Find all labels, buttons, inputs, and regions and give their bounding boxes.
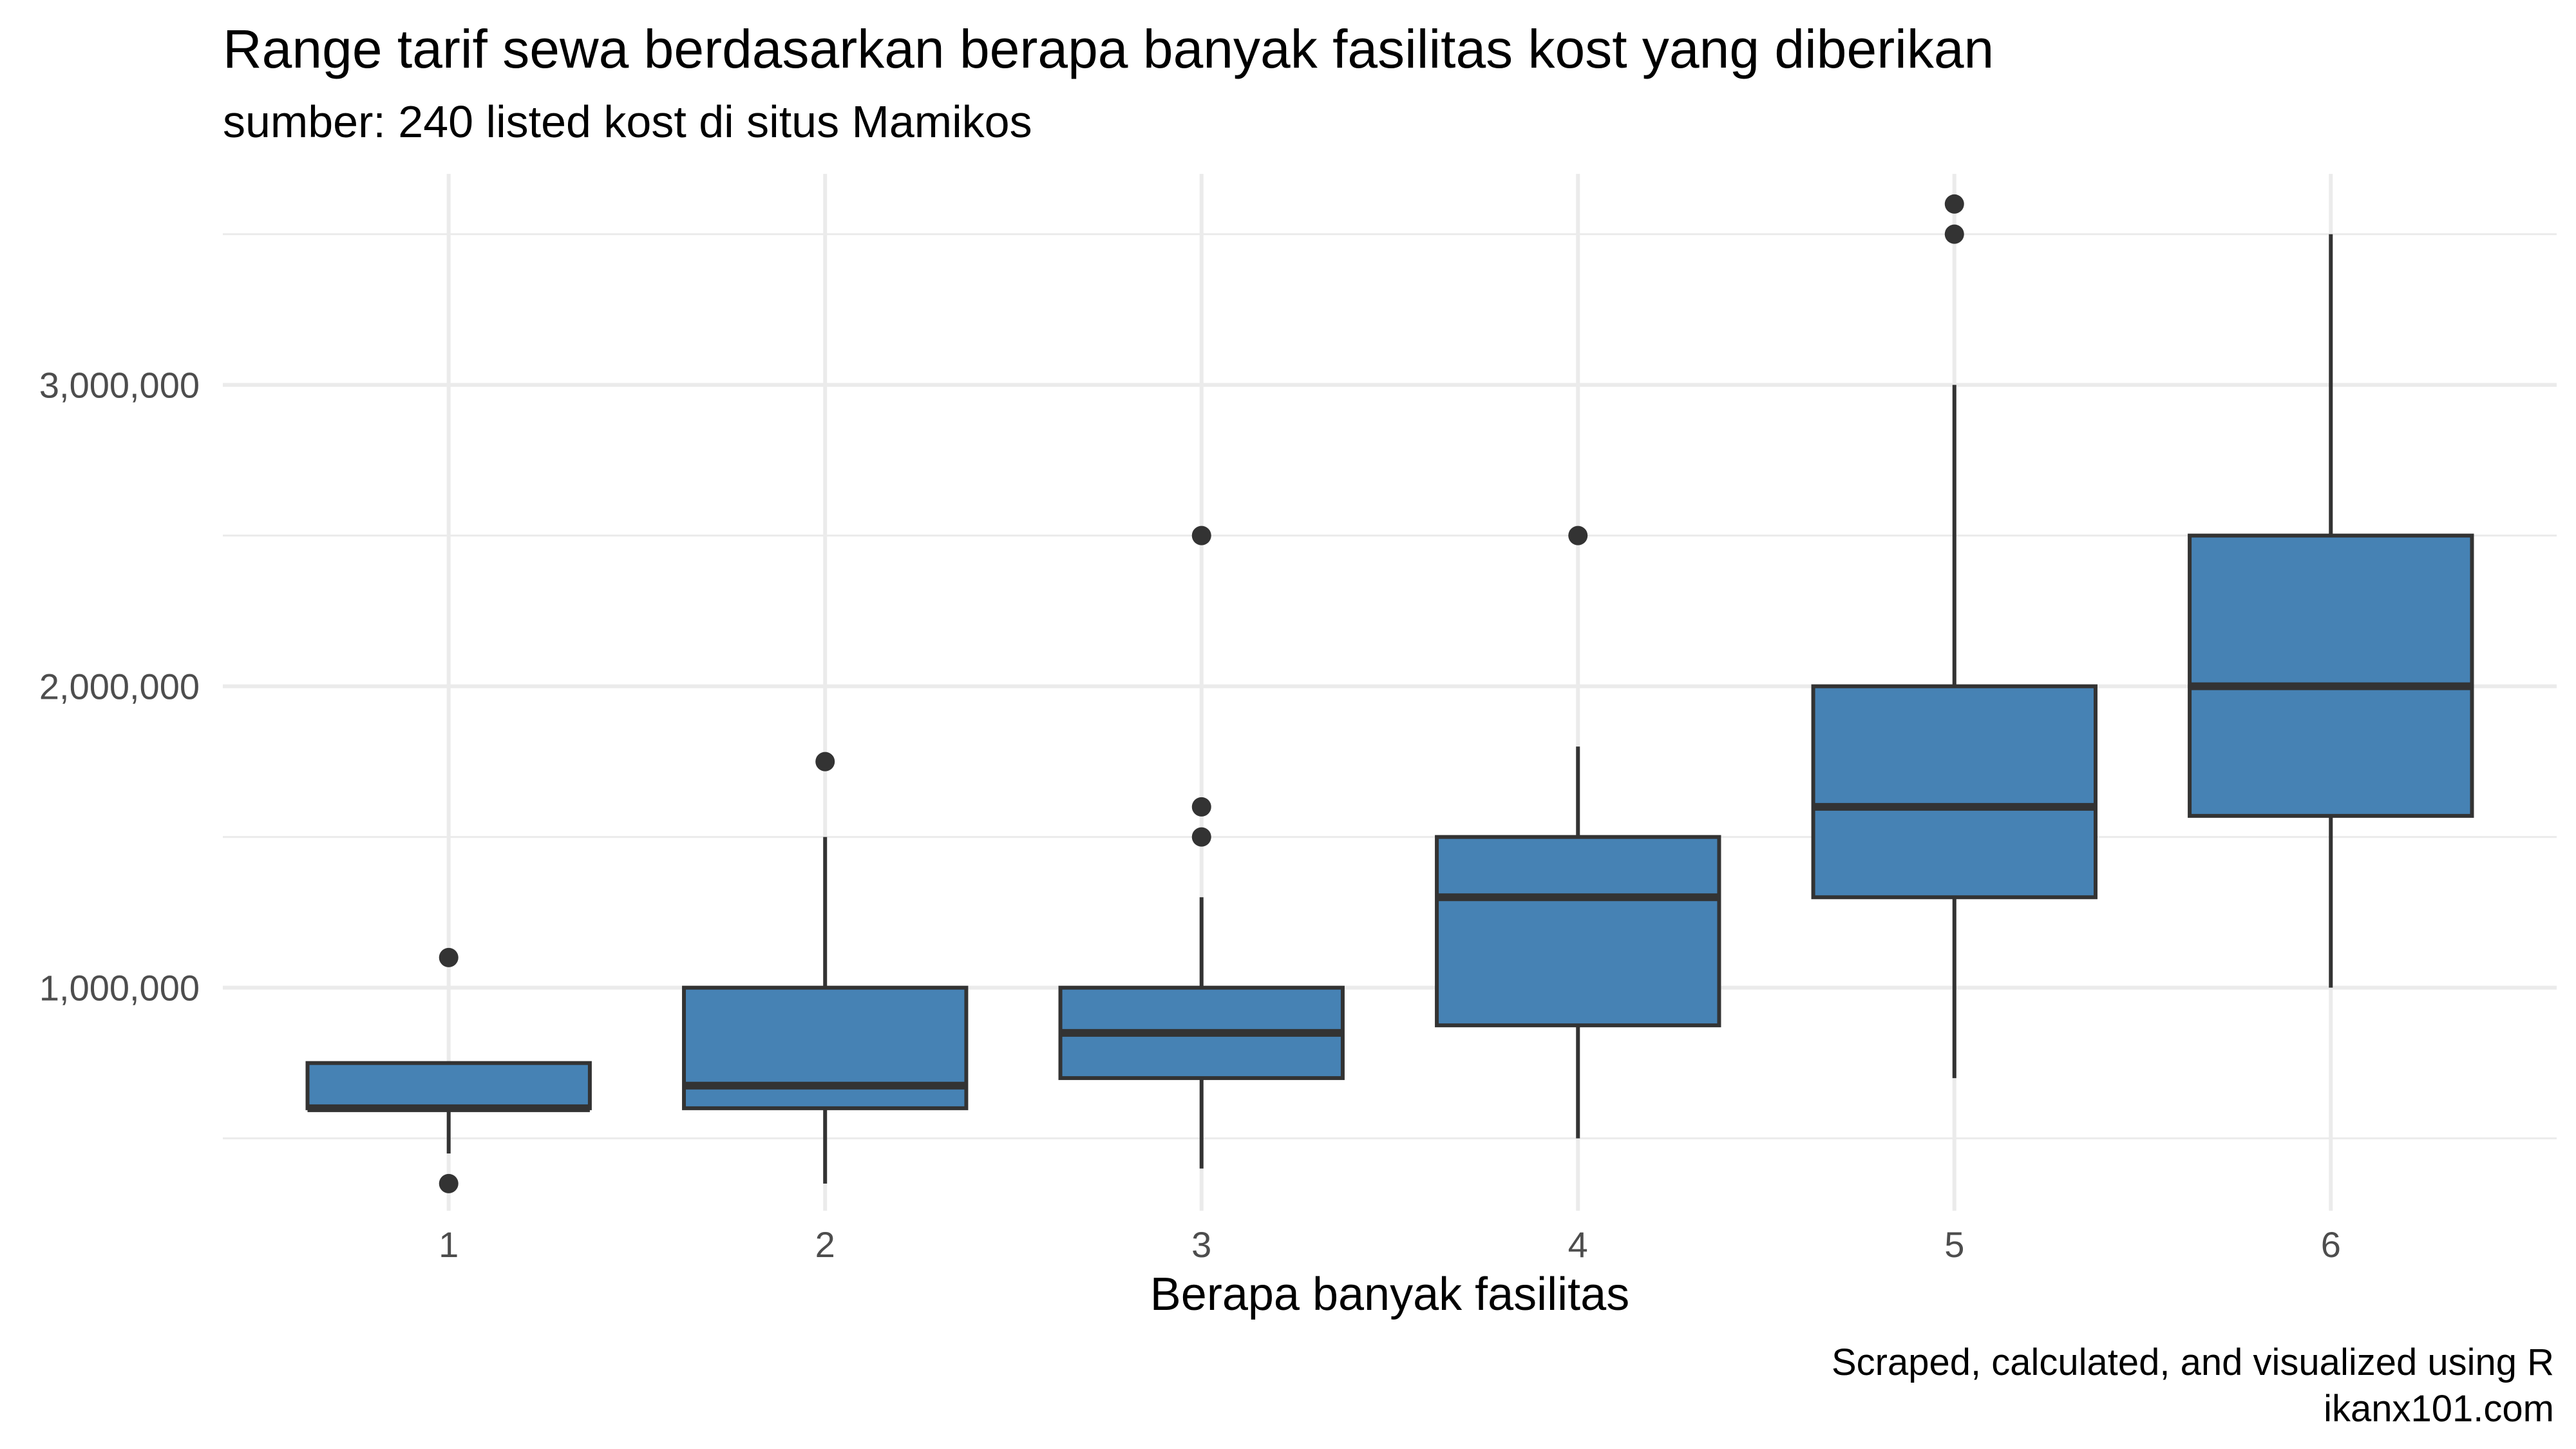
x-tick-label: 3 — [1191, 1224, 1211, 1265]
y-tick-label: 3,000,000 — [39, 365, 200, 406]
outlier-point — [815, 752, 835, 772]
box-category-3 — [1058, 526, 1345, 1169]
x-tick-label: 2 — [815, 1224, 835, 1265]
outlier-point — [1568, 526, 1588, 545]
iqr-box — [305, 1061, 592, 1110]
outlier-point — [1191, 526, 1211, 545]
outlier-point — [1191, 797, 1211, 817]
outlier-point — [439, 947, 459, 967]
box-layer — [305, 194, 2474, 1193]
chart-subtitle: sumber: 240 listed kost di situs Mamikos — [223, 97, 1032, 147]
box-category-1 — [305, 947, 592, 1193]
iqr-box — [682, 985, 969, 1110]
axis-layer: 1,000,000 2,000,000 3,000,000 1 2 3 4 5 6 — [39, 365, 2341, 1265]
x-tick-label: 1 — [439, 1224, 459, 1265]
iqr-box — [2188, 533, 2474, 818]
outlier-point — [1944, 224, 1964, 244]
chart-title: Range tarif sewa berdasarkan berapa bany… — [223, 19, 1994, 79]
box-category-2 — [682, 752, 969, 1184]
outlier-point — [1191, 827, 1211, 847]
box-category-4 — [1435, 526, 1721, 1139]
x-tick-label: 4 — [1568, 1224, 1588, 1265]
iqr-box — [1435, 835, 1721, 1028]
y-tick-label: 2,000,000 — [39, 667, 200, 707]
y-tick-label: 1,000,000 — [39, 968, 200, 1009]
iqr-box — [1811, 684, 2098, 900]
outlier-point — [1944, 194, 1964, 214]
box-category-6 — [2188, 234, 2474, 988]
x-tick-label: 5 — [1944, 1224, 1964, 1265]
caption-line-1: Scraped, calculated, and visualized usin… — [1832, 1341, 2554, 1383]
caption-line-2: ikanx101.com — [2324, 1388, 2554, 1430]
x-axis-title: Berapa banyak fasilitas — [1150, 1269, 1630, 1320]
box-category-5 — [1811, 194, 2098, 1079]
chart-caption: Scraped, calculated, and visualized usin… — [1832, 1340, 2554, 1432]
outlier-point — [439, 1173, 459, 1193]
x-tick-label: 6 — [2321, 1224, 2341, 1265]
